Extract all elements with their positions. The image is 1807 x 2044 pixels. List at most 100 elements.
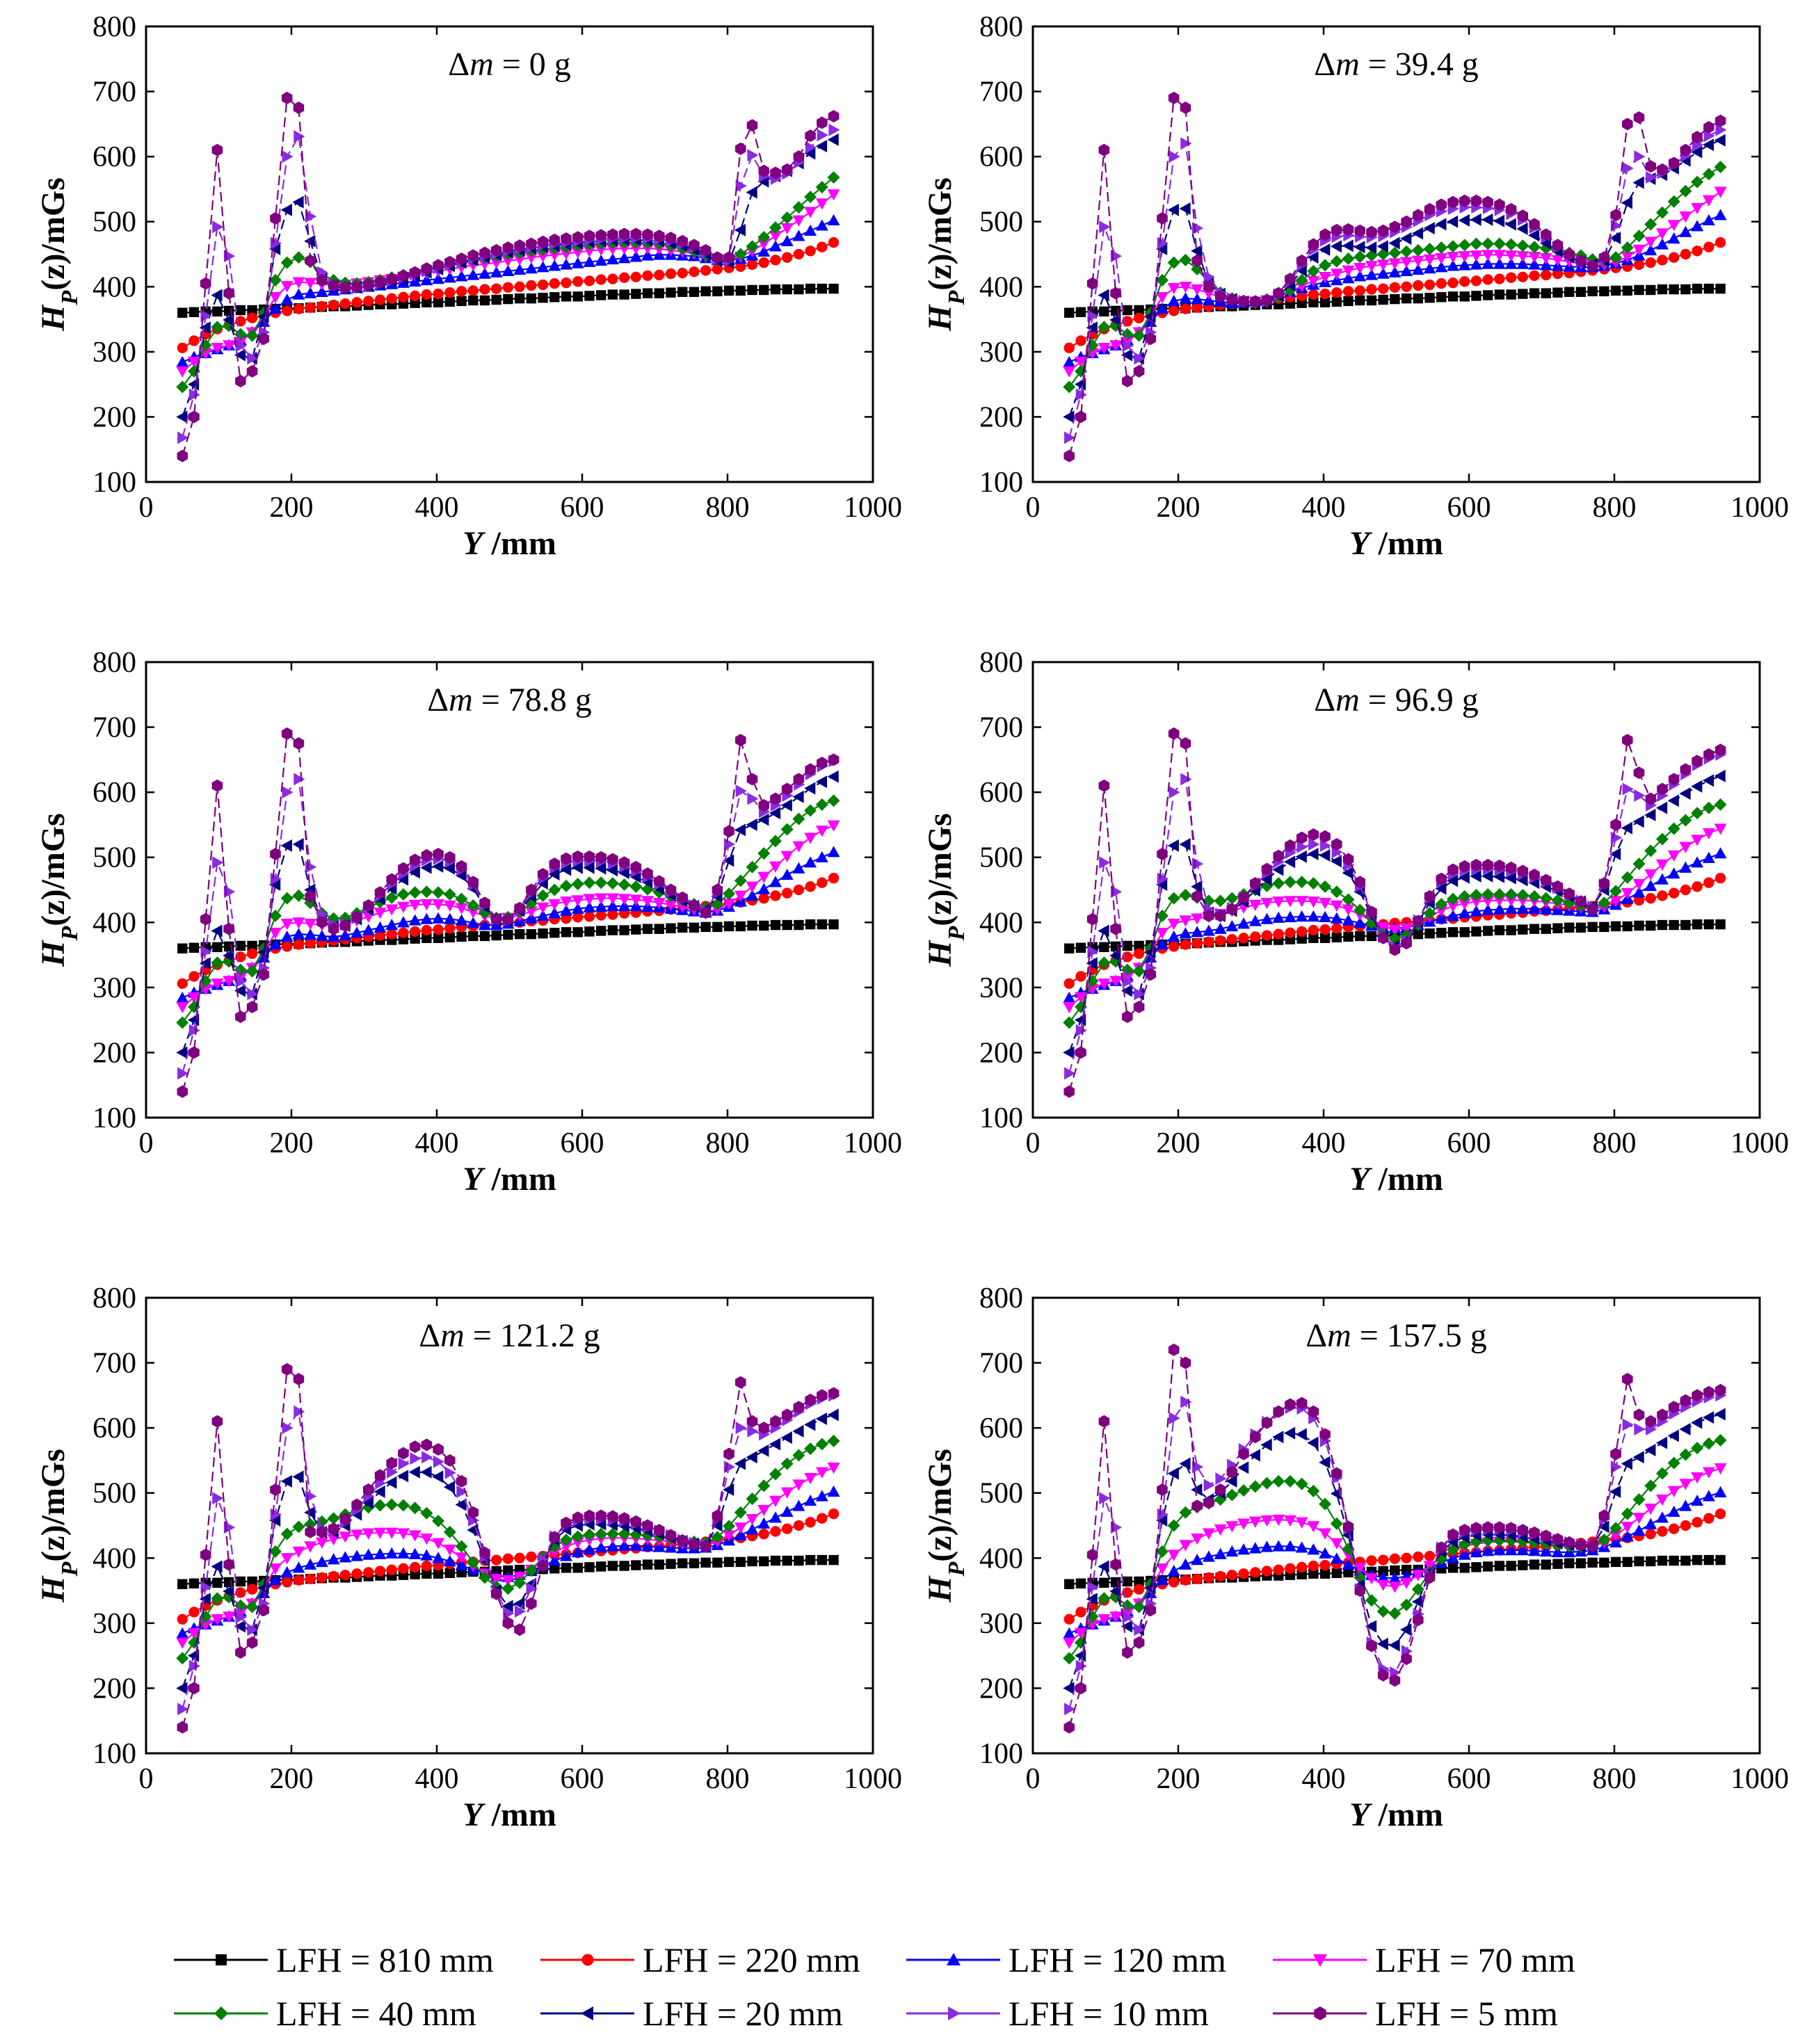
data-point [1539, 259, 1552, 271]
data-point [1610, 1447, 1621, 1460]
data-point [1075, 942, 1086, 953]
data-point [1622, 1556, 1633, 1568]
data-point [1714, 1486, 1727, 1497]
data-point [526, 1582, 538, 1595]
data-point [1506, 1561, 1516, 1571]
data-point [804, 804, 817, 817]
data-point [1714, 161, 1727, 174]
data-point [828, 919, 839, 930]
data-point [1133, 1584, 1145, 1595]
legend: LFH = 810 mm LFH = 220 mm LFH = 120 mm LFH … [174, 1940, 1575, 2033]
data-point [1238, 1568, 1249, 1579]
data-point [734, 823, 746, 837]
data-point [223, 1558, 234, 1571]
data-point [1413, 915, 1424, 928]
data-point [712, 1557, 723, 1568]
data-point [421, 1560, 433, 1572]
data-point [328, 1522, 339, 1536]
data-point [223, 340, 236, 352]
data-point [700, 922, 711, 933]
data-point [282, 786, 294, 799]
data-point [292, 1520, 305, 1534]
data-point [1679, 861, 1692, 873]
data-point [1308, 838, 1320, 851]
data-point [1063, 991, 1076, 1004]
data-point [1272, 896, 1285, 908]
data-point [1283, 1540, 1296, 1552]
data-point [1458, 251, 1471, 263]
data-point [1552, 1533, 1564, 1546]
data-point [374, 908, 387, 919]
data-point [455, 914, 468, 926]
data-point [188, 388, 200, 401]
data-series [1063, 727, 1727, 1098]
data-point [199, 321, 211, 335]
data-point [734, 248, 747, 261]
data-point [1365, 241, 1377, 255]
data-point [1447, 1552, 1460, 1563]
series-line [1068, 139, 1721, 417]
data-point [374, 294, 386, 305]
data-point [280, 1566, 294, 1578]
data-point [595, 910, 607, 921]
data-point [723, 1530, 736, 1542]
data-point [1086, 277, 1098, 290]
data-point [1622, 118, 1633, 131]
data-point [1610, 209, 1621, 222]
data-point [1121, 1599, 1134, 1612]
panel-title: Δm = 0 g [448, 46, 571, 83]
x-tick-label: 0 [1026, 1127, 1041, 1159]
data-point [1168, 1343, 1180, 1356]
data-point [1504, 1544, 1518, 1556]
data-point [1458, 214, 1470, 227]
data-point [1238, 891, 1249, 904]
data-point [294, 773, 305, 786]
y-tick-label: 300 [93, 337, 136, 369]
data-point [258, 1604, 270, 1617]
data-point [1168, 786, 1180, 799]
legend-item: LFH = 220 mm [540, 1940, 860, 1979]
data-point [1679, 211, 1692, 223]
data-point [583, 1543, 596, 1555]
data-point [1366, 906, 1377, 919]
data-point [468, 295, 479, 306]
data-point [747, 920, 757, 931]
data-point [408, 1530, 421, 1542]
data-point [1063, 449, 1075, 462]
data-point [1413, 1614, 1424, 1627]
data-point [757, 231, 771, 244]
data-point [1655, 832, 1669, 846]
axes-ticks: 0 200 400 600 800 100010020030040050060070080… [93, 1282, 902, 1795]
data-point [443, 1525, 456, 1538]
data-point [561, 1563, 572, 1573]
data-point [408, 914, 421, 926]
data-point [1319, 924, 1331, 935]
data-point [757, 871, 771, 883]
y-label-var: H [922, 1575, 958, 1603]
data-point [280, 918, 294, 931]
data-point [1529, 869, 1540, 881]
data-point [235, 339, 247, 353]
data-point [269, 928, 282, 940]
data-point [1529, 1526, 1540, 1539]
data-point [1692, 1554, 1703, 1566]
data-point [1493, 214, 1505, 227]
data-point [363, 1567, 374, 1578]
data-point [1481, 213, 1493, 226]
data-point [1458, 1548, 1471, 1560]
data-point [467, 917, 480, 928]
data-point [1632, 1524, 1646, 1536]
data-point [595, 1561, 607, 1572]
y-tick-label: 200 [93, 1037, 136, 1069]
data-point [1632, 244, 1646, 256]
data-point [396, 1547, 410, 1559]
data-point [1692, 131, 1703, 144]
y-tick-label: 400 [93, 907, 136, 939]
data-point [1237, 1543, 1251, 1555]
data-point [1063, 978, 1075, 989]
data-point [1214, 1570, 1226, 1582]
data-point [1587, 286, 1598, 297]
data-point [200, 945, 212, 958]
data-point [817, 919, 828, 930]
data-point [1167, 839, 1179, 852]
